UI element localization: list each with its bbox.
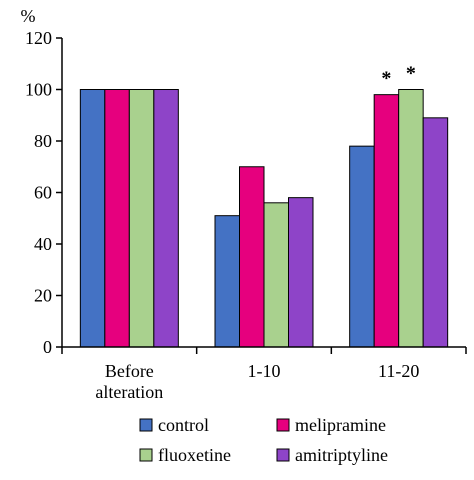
y-tick-label: 80 [34,131,52,151]
bar-melipramine-0 [104,89,130,348]
category-label: 11-20 [378,361,419,381]
category-label-line: 1-10 [248,361,281,381]
legend-swatch-control [139,418,153,432]
category-label-line: alteration [95,382,163,402]
category-label-line: Before [105,361,154,381]
bar-fluoxetine-1 [263,202,289,348]
bar-fluoxetine-0 [128,89,155,348]
y-tick-label: 100 [25,80,52,100]
y-tick-label: 0 [43,337,52,357]
annotations: * * [381,63,416,90]
bar-amitriptyline-0 [153,89,179,348]
y-axis-label: % [21,6,36,26]
bar-melipramine-2 [373,94,400,348]
y-tick-label: 20 [34,286,52,306]
bars [79,89,449,348]
y-tick-label: 40 [34,234,52,254]
legend-swatch-amitriptyline [276,448,290,462]
y-axis: 0 20 40 60 80 100 120% [21,6,63,357]
x-axis: Before alteration 1-10 11-20 [61,346,467,402]
bar-amitriptyline-1 [288,197,314,348]
bar-melipramine-1 [239,166,265,348]
bar-amitriptyline-2 [422,117,449,348]
bar-fluoxetine-2 [398,89,424,348]
category-label: Before alteration [95,361,163,402]
legend-label-control: control [158,415,209,435]
y-tick-label: 60 [34,183,52,203]
bar-control-0 [79,89,106,348]
legend-label-melipramine: melipramine [295,415,386,435]
category-label-line: 11-20 [378,361,419,381]
legend-label-amitriptyline: amitriptyline [295,445,388,465]
significance-marker: * [406,63,416,85]
category-label: 1-10 [248,361,281,381]
legend-swatch-fluoxetine [139,448,153,462]
legend: control melipramine fluoxetine amitriptylin… [139,415,388,465]
legend-label-fluoxetine: fluoxetine [158,445,231,465]
legend-swatch-melipramine [276,418,290,432]
significance-marker: * [381,68,391,90]
y-tick-label: 120 [25,28,52,48]
bar-control-2 [349,145,375,348]
bar-control-1 [214,215,240,348]
